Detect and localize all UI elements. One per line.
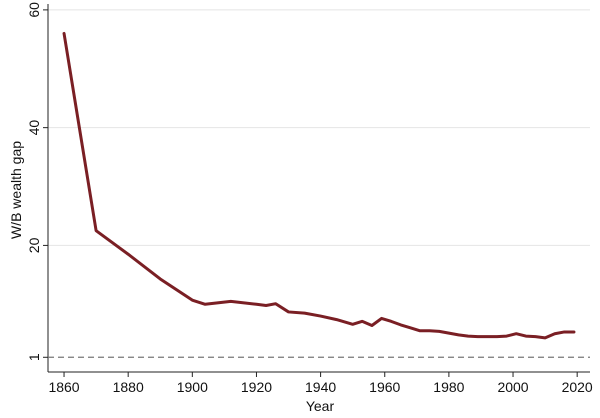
series-line-0 bbox=[62, 31, 576, 340]
y-tick-label-20: 20 bbox=[26, 237, 42, 253]
x-axis-title: Year bbox=[306, 398, 335, 414]
axes bbox=[43, 4, 590, 377]
x-tick-label-1880: 1880 bbox=[113, 379, 144, 395]
gridlines bbox=[48, 9, 590, 246]
x-tick-label-1860: 1860 bbox=[48, 379, 79, 395]
series-group bbox=[62, 31, 576, 340]
y-axis-title: W/B wealth gap bbox=[8, 141, 24, 239]
y-tick-label-60: 60 bbox=[26, 2, 42, 18]
x-tick-label-1940: 1940 bbox=[305, 379, 336, 395]
y-tick-label-1: 1 bbox=[26, 353, 42, 361]
y-tick-label-40: 40 bbox=[26, 120, 42, 136]
x-tick-label-1920: 1920 bbox=[241, 379, 272, 395]
x-tick-label-2000: 2000 bbox=[497, 379, 528, 395]
x-tick-label-1980: 1980 bbox=[433, 379, 464, 395]
tick-labels: 1 20 40 60 1860 1880 1900 1920 1940 1960 1980 2000 2… bbox=[26, 2, 593, 395]
x-tick-label-1900: 1900 bbox=[177, 379, 208, 395]
x-tick-label-1960: 1960 bbox=[369, 379, 400, 395]
x-tick-label-2020: 2020 bbox=[562, 379, 593, 395]
